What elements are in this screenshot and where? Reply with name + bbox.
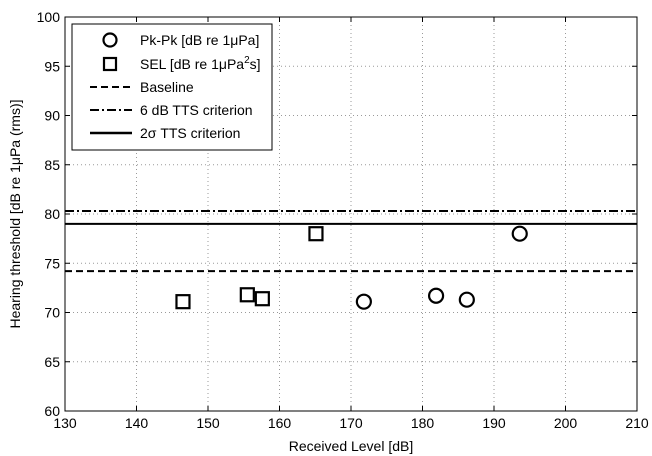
legend-entry-pkpk: Pk-Pk [dB re 1μPa]	[140, 32, 259, 48]
x-tick-label: 170	[339, 415, 363, 431]
x-tick-label: 190	[482, 415, 506, 431]
y-tick-label: 85	[44, 157, 60, 173]
y-tick-label: 100	[37, 9, 61, 25]
x-tick-label: 150	[196, 415, 220, 431]
y-axis-label: Hearing threshold [dB re 1μPa (rms)]	[7, 99, 23, 328]
y-axis-label-mu: μ	[7, 157, 23, 165]
pk-pk-point	[511, 225, 528, 242]
x-tick-label: 210	[625, 415, 649, 431]
data-markers	[175, 225, 528, 310]
x-tick-label: 140	[125, 415, 149, 431]
y-axis-label-part: Pa (rms)]	[7, 99, 23, 157]
x-tick-label: 130	[53, 415, 77, 431]
legend-entry-6db: 6 dB TTS criterion	[140, 102, 253, 118]
x-tick-label: 200	[554, 415, 578, 431]
y-tick-label: 70	[44, 305, 60, 321]
y-tick-label: 60	[44, 403, 60, 419]
sel-point	[254, 291, 270, 307]
x-tick-label: 180	[411, 415, 435, 431]
x-tick-label: 160	[268, 415, 292, 431]
sel-point	[308, 226, 324, 242]
legend-square-marker	[102, 56, 118, 72]
reference-lines	[65, 210, 637, 273]
legend: Pk-Pk [dB re 1μPa] SEL [dB re 1μPa2s] Ba…	[71, 23, 273, 151]
y-tick-label: 80	[44, 206, 60, 222]
y-axis: 60 65 70 75 80 85 90 95 100	[37, 9, 637, 419]
y-axis-label-part: Hearing threshold [dB re 1	[7, 165, 23, 329]
pk-pk-point	[355, 293, 372, 310]
y-tick-label: 65	[44, 354, 60, 370]
y-tick-label: 75	[44, 255, 60, 271]
y-tick-label: 95	[44, 58, 60, 74]
grid	[65, 17, 637, 411]
x-axis: 130 140 150 160 170 180 190 200 210	[53, 17, 649, 431]
pk-pk-point	[458, 291, 475, 308]
sel-point	[239, 287, 255, 303]
legend-circle-marker	[102, 32, 118, 48]
legend-entry-2sigma: 2σ TTS criterion	[140, 125, 240, 141]
y-tick-label: 90	[44, 108, 60, 124]
sel-point	[175, 294, 191, 310]
x-axis-label: Received Level [dB]	[289, 438, 414, 454]
legend-entry-baseline: Baseline	[140, 79, 194, 95]
legend-entry-sel: SEL [dB re 1μPa2s]	[140, 55, 261, 72]
pk-pk-point	[427, 287, 445, 304]
